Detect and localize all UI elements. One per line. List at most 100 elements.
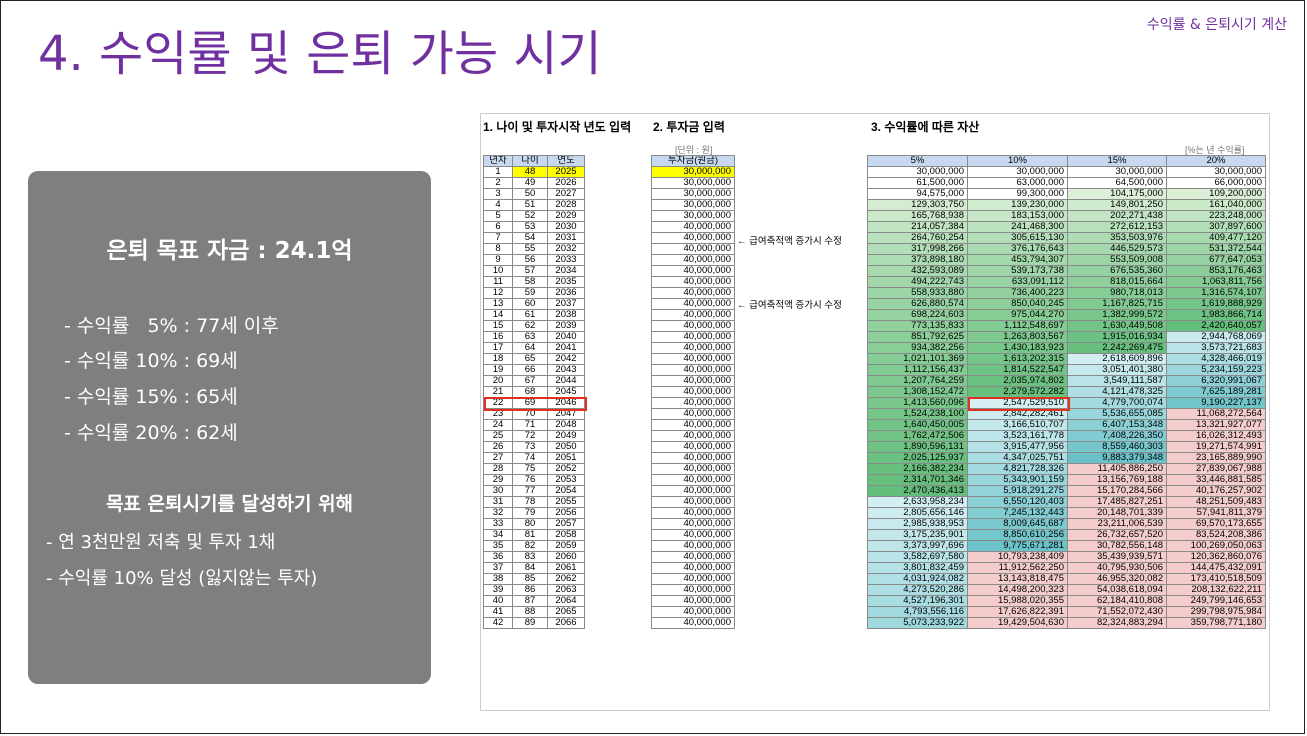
- table-row: 40,000,000: [651, 595, 735, 607]
- table-row: 61,500,000 63,000,000 64,500,000 66,000,000: [867, 177, 1266, 189]
- cell-year-no: 25: [483, 430, 513, 442]
- table-row: 13 60 2037: [483, 298, 585, 310]
- cell-asset: 698,224,603: [867, 309, 968, 321]
- cell-year: 2044: [547, 375, 585, 387]
- cell-asset: 5,918,291,275: [967, 485, 1068, 497]
- cell-age: 87: [512, 595, 548, 607]
- cell-asset: 2,420,640,057: [1166, 320, 1266, 332]
- cell-age: 84: [512, 562, 548, 574]
- cell-age: 51: [512, 199, 548, 211]
- cell-asset: 1,021,101,369: [867, 353, 968, 365]
- cell-year: 2048: [547, 419, 585, 431]
- cell-year-no: 16: [483, 331, 513, 343]
- table-row: 40,000,000: [651, 364, 735, 376]
- cell-asset: 531,372,544: [1166, 243, 1266, 255]
- cell-year: 2038: [547, 309, 585, 321]
- cell-year: 2043: [547, 364, 585, 376]
- cell-asset: 5,234,159,223: [1166, 364, 1266, 376]
- table-row: 264,760,254 305,615,130 353,503,976 409,477…: [867, 232, 1266, 244]
- cell-asset: 553,509,008: [1067, 254, 1167, 266]
- cell-age: 56: [512, 254, 548, 266]
- table-row: 7 54 2031: [483, 232, 585, 244]
- cell-asset: 676,535,360: [1067, 265, 1167, 277]
- cell-asset: 7,408,226,350: [1067, 430, 1167, 442]
- table-row: 1 48 2025: [483, 166, 585, 178]
- cell-invest: 40,000,000: [651, 408, 735, 420]
- cell-asset: 626,880,574: [867, 298, 968, 310]
- cell-age: 60: [512, 298, 548, 310]
- table-row: 40,000,000: [651, 540, 735, 552]
- table-row: 40,000,000: [651, 298, 735, 310]
- cell-asset: 62,184,410,808: [1067, 595, 1167, 607]
- cell-asset: 3,523,161,778: [967, 430, 1068, 442]
- cell-age: 58: [512, 276, 548, 288]
- cell-invest: 40,000,000: [651, 606, 735, 618]
- cell-asset: 1,063,811,756: [1166, 276, 1266, 288]
- col-header-year: 연도: [547, 155, 585, 167]
- cell-year: 2033: [547, 254, 585, 266]
- table-row: 40,000,000: [651, 452, 735, 464]
- cell-asset: 2,633,958,234: [867, 496, 968, 508]
- cell-asset: 1,308,152,472: [867, 386, 968, 398]
- cell-asset: 373,898,180: [867, 254, 968, 266]
- table-row: 40,000,000: [651, 276, 735, 288]
- cell-asset: 2,805,656,146: [867, 507, 968, 519]
- summary-panel: 은퇴 목표 자금 : 24.1억 - 수익률 5% : 77세 이후 - 수익률…: [28, 171, 431, 684]
- cell-asset: 934,382,256: [867, 342, 968, 354]
- table-row: 1,890,596,131 3,915,477,956 8,559,460,303 1…: [867, 441, 1266, 453]
- cell-asset: 1,630,449,508: [1067, 320, 1167, 332]
- cell-asset: 2,985,938,953: [867, 518, 968, 530]
- cell-asset: 8,559,460,303: [1067, 441, 1167, 453]
- table-row: 17 64 2041: [483, 342, 585, 354]
- cell-asset: 677,647,053: [1166, 254, 1266, 266]
- cell-asset: 446,529,573: [1067, 243, 1167, 255]
- cell-asset: 183,153,000: [967, 210, 1068, 222]
- cell-year: 2031: [547, 232, 585, 244]
- cell-asset: 2,944,768,069: [1166, 331, 1266, 343]
- section-assets-header: 3. 수익률에 따른 자산: [871, 120, 980, 134]
- cell-age[interactable]: 48: [512, 166, 548, 178]
- cell-year: 2029: [547, 210, 585, 222]
- table-row: 32 79 2056: [483, 507, 585, 519]
- table-row: 3,175,235,901 8,850,610,256 26,732,657,520…: [867, 529, 1266, 541]
- cell-asset: 30,782,556,148: [1067, 540, 1167, 552]
- cell-asset: 1,263,803,567: [967, 331, 1068, 343]
- table-row: 40,000,000: [651, 309, 735, 321]
- cell-year: 2058: [547, 529, 585, 541]
- cell-asset: 7,625,189,281: [1166, 386, 1266, 398]
- cell-year-no: 19: [483, 364, 513, 376]
- cell-year[interactable]: 2025: [547, 166, 585, 178]
- cell-asset: 30,000,000: [1166, 166, 1266, 178]
- cell-asset: 1,207,764,259: [867, 375, 968, 387]
- cell-asset: 99,300,000: [967, 188, 1068, 200]
- cell-asset: 305,615,130: [967, 232, 1068, 244]
- cell-year-no: 6: [483, 221, 513, 233]
- section-age-header: 1. 나이 및 투자시작 년도 입력: [483, 120, 632, 134]
- cell-asset: 69,570,173,655: [1166, 518, 1266, 530]
- cell-age: 83: [512, 551, 548, 563]
- cell-asset: 241,468,300: [967, 221, 1068, 233]
- cell-invest: 40,000,000: [651, 529, 735, 541]
- cell-asset: 539,173,738: [967, 265, 1068, 277]
- cell-age: 74: [512, 452, 548, 464]
- cell-asset: 82,324,883,294: [1067, 617, 1167, 629]
- cell-asset: 11,912,562,250: [967, 562, 1068, 574]
- cell-asset: 1,619,888,929: [1166, 298, 1266, 310]
- table-row: 40,000,000: [651, 518, 735, 530]
- cell-invest: 40,000,000: [651, 386, 735, 398]
- cell-year: 2026: [547, 177, 585, 189]
- cell-invest[interactable]: 30,000,000: [651, 166, 735, 178]
- cell-invest: 40,000,000: [651, 617, 735, 629]
- cell-asset: 120,362,860,076: [1166, 551, 1266, 563]
- table-row: 4,793,556,116 17,626,822,391 71,552,072,43…: [867, 606, 1266, 618]
- cell-asset: 409,477,120: [1166, 232, 1266, 244]
- table-row: 2,314,701,346 5,343,901,159 13,156,769,188…: [867, 474, 1266, 486]
- cell-year-no: 17: [483, 342, 513, 354]
- cell-asset: 27,839,067,988: [1166, 463, 1266, 475]
- cell-asset: 9,883,379,348: [1067, 452, 1167, 464]
- cell-asset: 161,040,000: [1166, 199, 1266, 211]
- cell-year-no: 38: [483, 573, 513, 585]
- invest-table: 투자금(원금) 30,000,000 30,000,000 30,000,000 30…: [651, 155, 735, 629]
- table-row: 33 80 2057: [483, 518, 585, 530]
- cell-asset: 94,575,000: [867, 188, 968, 200]
